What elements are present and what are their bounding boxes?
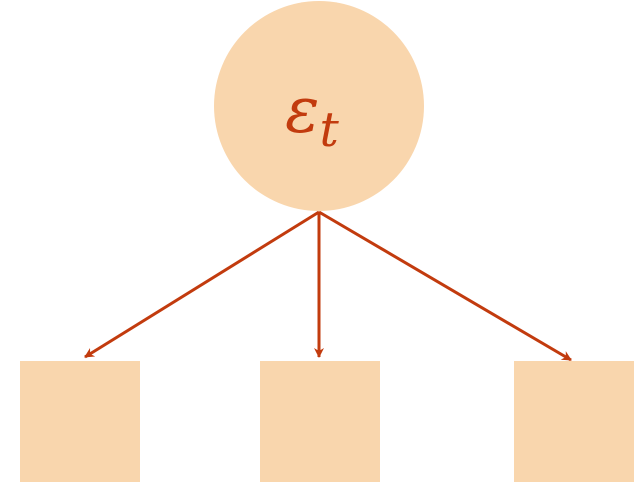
root-node-circle: [214, 1, 424, 211]
child-node-right: [514, 361, 634, 482]
edges: [84, 210, 572, 362]
edge-root-to-left-node: [84, 210, 320, 359]
root-subscript: t: [320, 102, 340, 158]
child-node-left: [20, 361, 140, 482]
child-node-middle: [260, 361, 380, 482]
root-node-label: εt: [285, 74, 339, 158]
child-nodes: [20, 361, 634, 482]
root-node: εt: [214, 1, 424, 211]
edge-root-to-right-node: [318, 210, 572, 362]
root-symbol: ε: [285, 74, 319, 148]
